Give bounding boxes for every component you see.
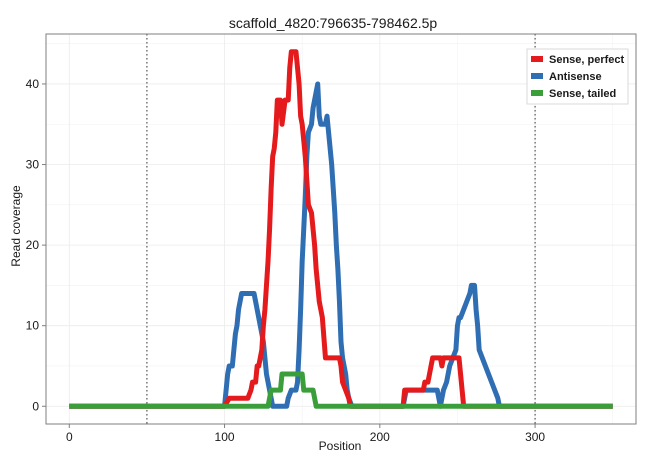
legend-item-antisense: Antisense xyxy=(531,71,602,83)
legend-swatch-sense-perfect xyxy=(531,56,543,62)
x-axis-title: Position xyxy=(319,439,362,453)
series-layer xyxy=(69,49,613,409)
y-tick-label: 10 xyxy=(26,319,40,333)
legend-item-sense-perfect: Sense, perfect xyxy=(531,54,625,66)
x-tick-label: 0 xyxy=(66,430,73,444)
y-tick-label: 30 xyxy=(26,158,40,172)
legend-box xyxy=(526,48,629,105)
y-axis-title: Read coverage xyxy=(9,185,23,267)
legend-label-sense-perfect: Sense, perfect xyxy=(549,54,625,66)
legend-label-sense-tailed: Sense, tailed xyxy=(549,88,616,100)
y-tick-label: 0 xyxy=(32,399,39,413)
legend: Sense, perfect Antisense Sense, tailed xyxy=(526,48,629,105)
legend-swatch-antisense xyxy=(531,73,543,79)
legend-item-sense-tailed: Sense, tailed xyxy=(531,88,616,100)
series-line-sense-perfect xyxy=(69,49,613,409)
series-line-sense-tailed xyxy=(69,371,613,409)
chart-title: scaffold_4820:796635-798462.5p xyxy=(229,15,438,31)
y-tick-label: 20 xyxy=(26,238,40,252)
axis-layer: 0 100 200 300 0 10 20 30 40 xyxy=(26,77,546,444)
series-line-antisense xyxy=(69,81,613,409)
x-tick-label: 200 xyxy=(370,430,390,444)
plot-border xyxy=(45,33,637,425)
legend-label-antisense: Antisense xyxy=(549,71,602,83)
y-tick-label: 40 xyxy=(26,77,40,91)
x-tick-label: 300 xyxy=(525,430,545,444)
x-tick-label: 100 xyxy=(215,430,235,444)
legend-swatch-sense-tailed xyxy=(531,90,543,96)
